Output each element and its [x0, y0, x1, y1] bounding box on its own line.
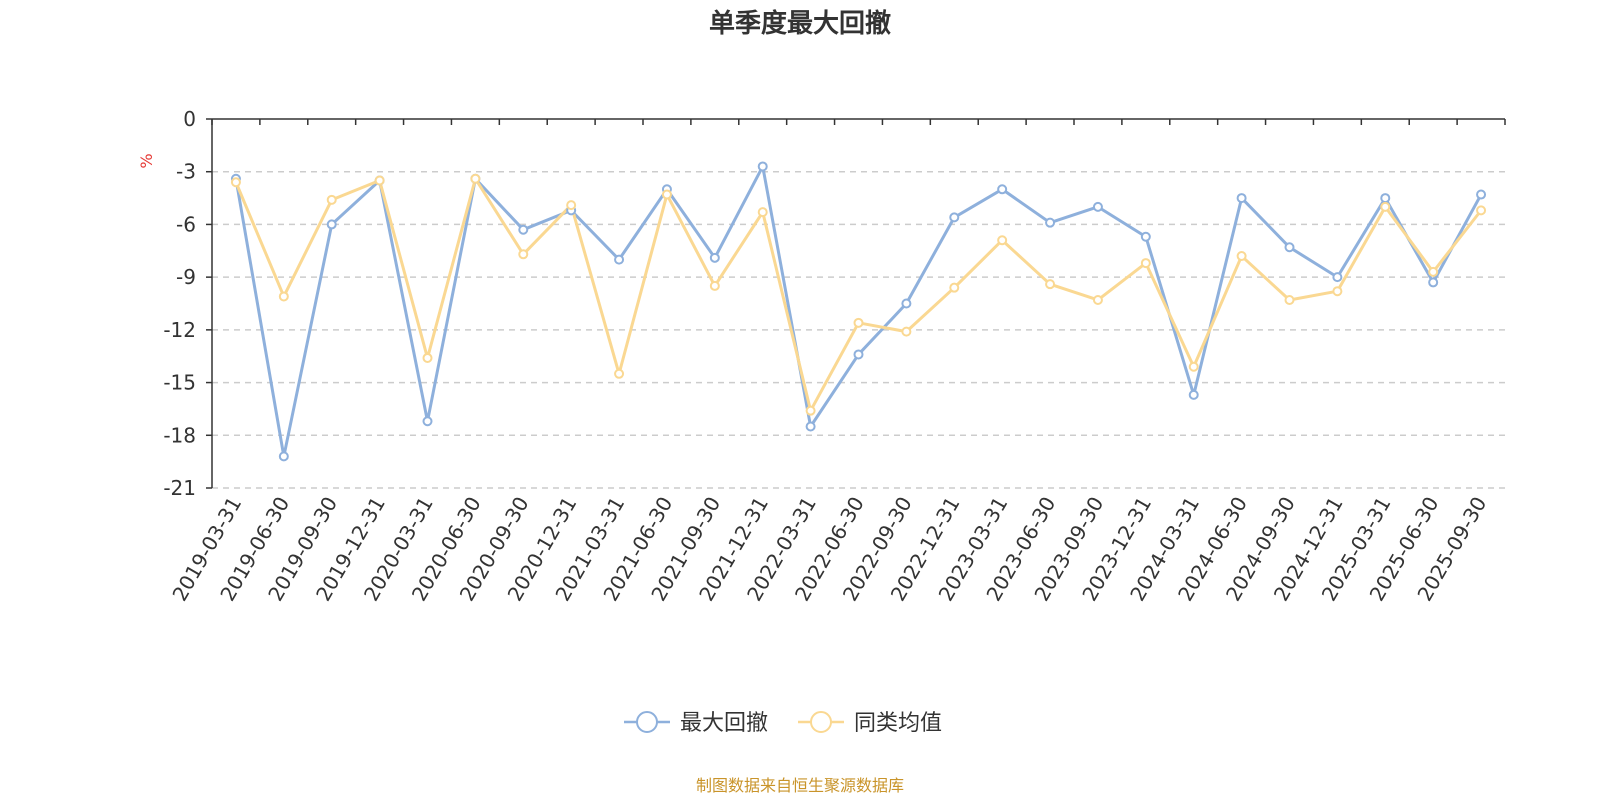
y-axis-ticks: 0 -3 -6 -9 -12 -15 -18 -21: [163, 107, 212, 500]
y-tick-label: -12: [163, 318, 196, 342]
data-point-series-2: [1332, 286, 1343, 297]
y-tick-label: 0: [183, 107, 196, 131]
data-point-series-1: [805, 421, 816, 432]
legend-circle-icon: [636, 711, 658, 733]
data-point-series-2: [470, 173, 481, 184]
data-point-series-2: [230, 177, 241, 188]
y-axis-unit-label: %: [137, 153, 156, 168]
y-tick-label: -21: [163, 476, 196, 500]
y-tick-label: -15: [163, 371, 196, 395]
data-point-series-2: [757, 207, 768, 218]
axes: [211, 118, 1505, 488]
data-point-series-1: [757, 161, 768, 172]
data-point-series-1: [1476, 189, 1487, 200]
legend-label: 同类均值: [854, 711, 942, 736]
data-point-series-2: [1045, 279, 1056, 290]
data-point-series-2: [1140, 258, 1151, 269]
data-point-series-1: [997, 184, 1008, 195]
data-point-series-1: [1092, 201, 1103, 212]
data-point-series-2: [661, 189, 672, 200]
data-point-series-1: [1380, 193, 1391, 204]
series-line-1: [234, 164, 1483, 458]
data-point-series-1: [1284, 242, 1295, 253]
data-point-series-1: [1045, 217, 1056, 228]
data-point-series-2: [901, 326, 912, 337]
data-point-series-1: [614, 254, 625, 265]
data-point-series-2: [374, 175, 385, 186]
data-point-series-2: [326, 194, 337, 205]
data-point-series-2: [422, 352, 433, 363]
data-point-series-2: [1236, 251, 1247, 262]
chart-title: 单季度最大回撤: [709, 8, 891, 39]
data-point-series-2: [566, 200, 577, 211]
data-point-series-1: [326, 219, 337, 230]
data-point-series-1: [1332, 272, 1343, 283]
y-tick-label: -3: [176, 160, 196, 184]
data-point-series-1: [278, 451, 289, 462]
data-source-note: 制图数据来自恒生聚源数据库: [696, 776, 904, 795]
legend-item-1[interactable]: 最大回撤: [624, 711, 768, 736]
data-point-series-2: [1428, 266, 1439, 277]
data-point-series-2: [805, 405, 816, 416]
data-point-series-1: [1236, 193, 1247, 204]
data-point-series-2: [709, 280, 720, 291]
legend-circle-icon: [810, 711, 832, 733]
data-point-series-2: [1092, 294, 1103, 305]
series-line-2: [234, 177, 1483, 413]
data-point-series-1: [901, 298, 912, 309]
data-point-series-2: [278, 291, 289, 302]
data-point-series-2: [1284, 294, 1295, 305]
data-point-series-2: [1476, 205, 1487, 216]
data-point-series-2: [997, 235, 1008, 246]
series-layer: [230, 161, 1487, 462]
data-point-series-2: [853, 317, 864, 328]
y-tick-label: -6: [176, 212, 196, 236]
data-point-series-1: [853, 349, 864, 360]
data-point-series-2: [1188, 361, 1199, 372]
data-point-series-1: [709, 252, 720, 263]
data-point-series-1: [518, 224, 529, 235]
data-point-series-2: [949, 282, 960, 293]
data-point-series-2: [1380, 201, 1391, 212]
grid-lines: [212, 170, 1505, 489]
data-point-series-2: [518, 249, 529, 260]
y-tick-label: -18: [163, 423, 196, 447]
legend-item-2[interactable]: 同类均值: [798, 711, 942, 736]
legend-label: 最大回撤: [680, 711, 768, 736]
data-point-series-2: [614, 368, 625, 379]
data-point-series-1: [1188, 389, 1199, 400]
data-point-series-1: [422, 416, 433, 427]
legend[interactable]: 最大回撤 同类均值: [624, 711, 942, 736]
data-point-series-1: [949, 212, 960, 223]
data-point-series-1: [1140, 231, 1151, 242]
data-point-series-1: [1428, 277, 1439, 288]
y-tick-label: -9: [176, 265, 196, 289]
